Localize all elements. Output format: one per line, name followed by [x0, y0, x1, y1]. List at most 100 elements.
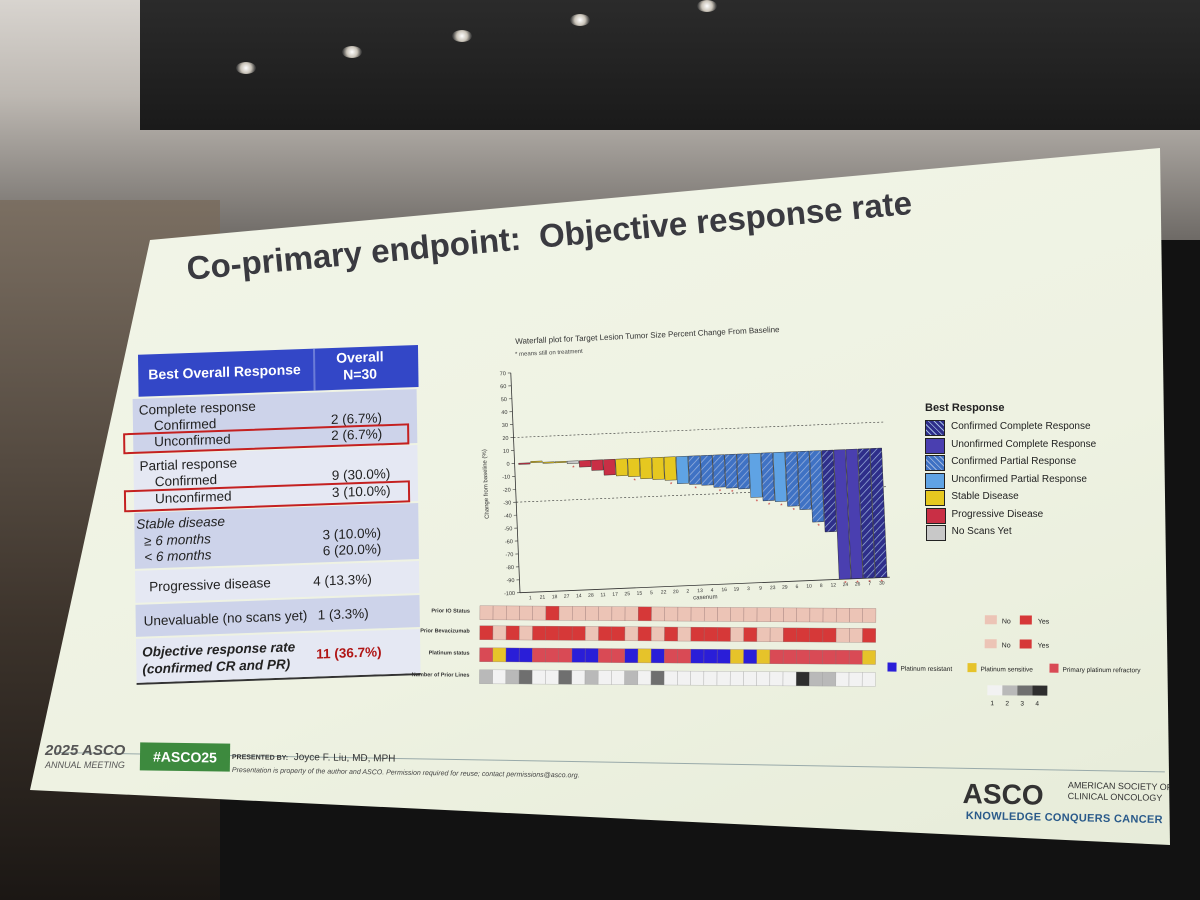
table-row-orr: Objective response rate (confirmed CR an… — [135, 628, 421, 685]
on-treatment-marker: * — [694, 486, 697, 492]
track-cell — [743, 671, 757, 686]
row-label: < 6 months — [136, 547, 212, 565]
presenter-name: Joyce F. Liu, MD, MPH — [293, 751, 396, 765]
track-cell — [796, 649, 810, 665]
waterfall-bar — [797, 450, 812, 510]
track-cell — [558, 670, 573, 685]
track-cell — [637, 670, 652, 686]
track-cell — [518, 669, 533, 685]
legend-swatch — [925, 420, 945, 436]
on-treatment-marker: * — [719, 489, 722, 495]
waterfall-bar — [772, 451, 787, 502]
track-cell — [558, 626, 573, 641]
legend-swatch — [925, 507, 946, 524]
track-cell — [822, 671, 837, 687]
track-cell — [650, 670, 665, 686]
legend-swatch — [925, 472, 946, 489]
track-cell — [558, 648, 573, 663]
ceiling-light — [236, 62, 256, 74]
presenter-line: PRESENTED BY: Joyce F. Liu, MD, MPH — [232, 751, 396, 765]
legend-lines-swatch — [987, 685, 1003, 696]
y-tick-label: 70 — [500, 371, 506, 377]
legend-swatch — [925, 525, 946, 541]
legend-lines-tick: 1 — [990, 700, 994, 707]
track-cell — [848, 650, 863, 665]
track-cell — [809, 627, 824, 643]
waterfall-bar — [833, 449, 851, 580]
y-axis — [510, 372, 521, 593]
on-treatment-marker: * — [670, 482, 673, 488]
legend-no-label: No — [1002, 618, 1011, 625]
legend-no-label: No — [1002, 642, 1011, 649]
legend-bev-no-swatch — [984, 639, 997, 649]
track-cell — [664, 648, 678, 664]
x-tick-label: 22 — [661, 590, 667, 596]
y-tick-label: -20 — [503, 487, 511, 493]
legend-platinum-label: Platinum resistant — [900, 666, 952, 673]
legend-prior-lines: 1 2 3 4 — [987, 685, 1048, 708]
y-tick-label: -80 — [506, 565, 514, 571]
waterfall-bar — [724, 453, 738, 489]
track-label: Prior IO Status — [431, 608, 470, 614]
legend-io-yes-swatch — [1019, 615, 1032, 625]
chart-legend: Best Response Confirmed Complete Respons… — [925, 402, 1125, 541]
waterfall-bar — [736, 453, 750, 490]
waterfall-bar — [591, 459, 604, 471]
legend-bev-yes-swatch — [1019, 639, 1032, 649]
legend-platinum-swatch — [1049, 663, 1059, 673]
x-tick-label: 30 — [879, 580, 885, 586]
legend-swatch — [925, 437, 946, 454]
track-cell — [624, 606, 639, 621]
track-cell — [650, 648, 665, 664]
y-tick-label: -50 — [504, 526, 512, 532]
track-label: Prior Bevacizumab — [420, 628, 470, 634]
waterfall-bar — [785, 451, 800, 507]
track-cell — [611, 626, 626, 641]
header-overall: Overall N=30 — [336, 348, 384, 384]
legend-lines-swatch — [1017, 685, 1033, 696]
track-cell — [532, 647, 546, 663]
legend-swatch — [925, 455, 946, 471]
waterfall-bar — [821, 449, 837, 533]
track-cell — [571, 648, 586, 663]
track-cell — [796, 671, 810, 687]
track-cell — [584, 648, 599, 663]
x-tick-label: 10 — [806, 583, 812, 589]
waterfall-bar — [651, 456, 665, 480]
y-axis-label: Change from baseline (%) — [482, 449, 491, 519]
track-cell — [690, 671, 705, 686]
track-cell — [782, 649, 797, 665]
ceiling-panel — [140, 0, 1200, 130]
track-cell — [637, 626, 652, 642]
row-label: ≥ 6 months — [136, 531, 211, 549]
track-cell — [704, 607, 718, 622]
chart-title: Waterfall plot for Target Lesion Tumor S… — [515, 324, 780, 346]
track-cell — [756, 649, 771, 664]
legend-yes-label: Yes — [1038, 619, 1050, 626]
legend-label: Confirmed Partial Response — [951, 456, 1077, 467]
legend-label: No Scans Yet — [951, 526, 1012, 537]
x-tick-label: 25 — [624, 591, 630, 597]
chart-plot: 70 60 50 40 30 20 10 0 -10 -20 -30 -40 -50 -60 -70 -80 -… — [482, 371, 890, 601]
y-tick-label: -100 — [504, 591, 515, 597]
y-tick-label: 30 — [502, 423, 508, 429]
track-cell — [571, 670, 586, 685]
asco-org-line2: CLINICAL ONCOLOGY — [1067, 790, 1163, 803]
x-tick-label: 8 — [820, 583, 823, 589]
x-tick-label: 28 — [588, 593, 594, 599]
x-tick-label: 14 — [576, 593, 582, 599]
x-tick-label: 13 — [697, 588, 703, 594]
tracks-group: Prior IO Status Prior Bevacizumab Platinum… — [412, 605, 1141, 708]
x-axis — [519, 576, 890, 594]
x-tick-label: 1 — [529, 595, 532, 601]
track-cell — [783, 607, 797, 623]
track-cell — [598, 670, 612, 685]
track-cell — [782, 671, 797, 687]
x-tick-label: 17 — [612, 592, 618, 598]
waterfall-bar — [748, 452, 763, 498]
x-tick-label: 27 — [564, 594, 570, 600]
on-treatment-marker: * — [756, 499, 759, 505]
waterfall-chart: 70 60 50 40 30 20 10 0 -10 -20 -30 -40 -50 -60 -70 -80 -… — [482, 371, 890, 601]
waterfall-bar — [845, 448, 864, 580]
x-tick-label: 23 — [770, 585, 776, 591]
